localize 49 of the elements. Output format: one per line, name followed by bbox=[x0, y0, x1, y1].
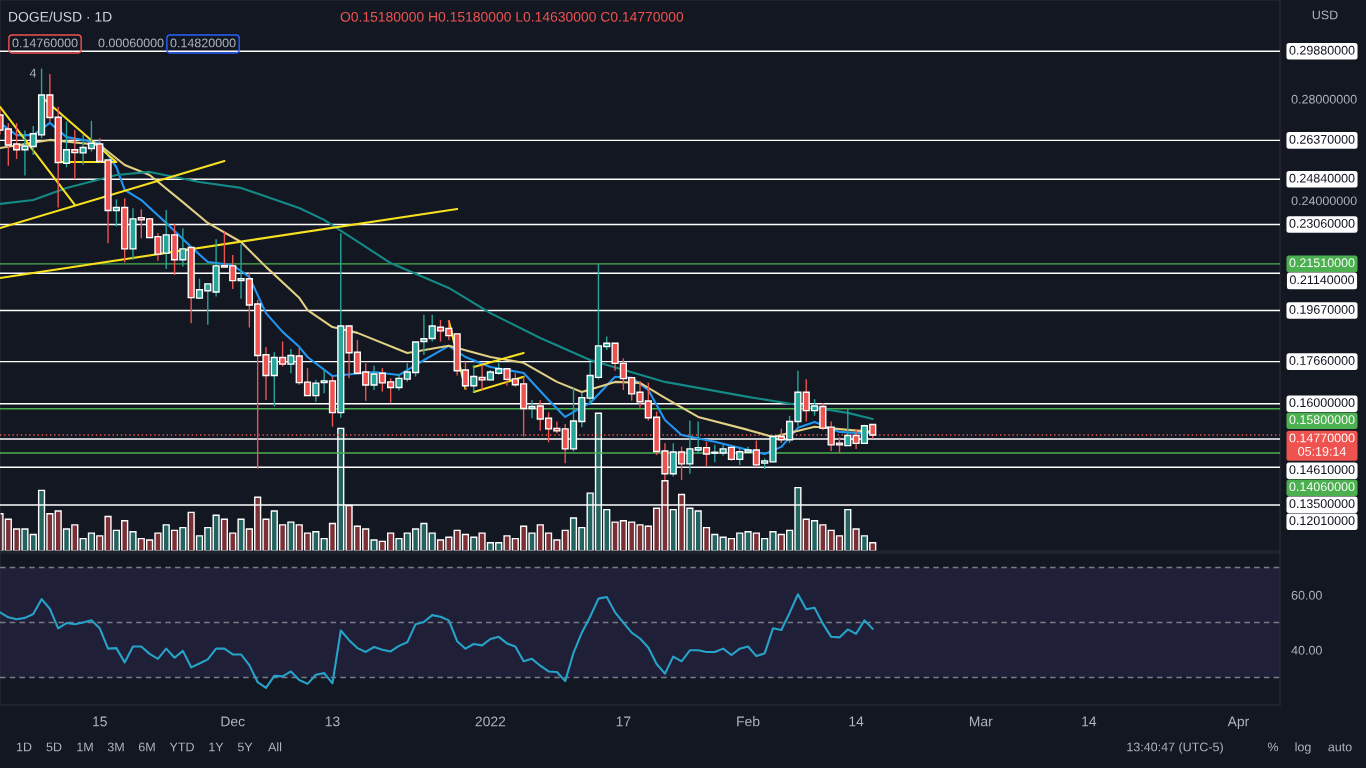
ref-line-label: 0.12010000 bbox=[1289, 516, 1355, 526]
text: 13:40:47 (UTC-5) bbox=[1127, 742, 1223, 754]
x-tick-label: Feb bbox=[737, 716, 760, 727]
ref-line-label: 0.21140000 bbox=[1289, 275, 1355, 285]
y-tick-label: 0.24000000 bbox=[1291, 196, 1357, 206]
text: 1D bbox=[16, 742, 32, 752]
ref-line-label: 0.14770000 05:19:14 bbox=[1289, 433, 1355, 456]
text: auto bbox=[1328, 743, 1352, 752]
ref-line-label: 0.17660000 bbox=[1289, 356, 1355, 365]
text: 3M bbox=[107, 742, 124, 752]
y-tick-label: 60.00 bbox=[1291, 590, 1322, 600]
text: USD bbox=[1312, 10, 1338, 20]
y-tick-label: 40.00 bbox=[1291, 645, 1322, 655]
ref-line-label: 0.16000000 bbox=[1289, 398, 1355, 408]
text: DOGE/USD · 1D bbox=[9, 11, 112, 22]
ref-line-label: 0.24840000 bbox=[1289, 173, 1355, 183]
ref-line-label: 0.14610000 bbox=[1289, 465, 1355, 475]
x-tick-label: 14 bbox=[849, 716, 864, 727]
ref-line-label: 0.13500000 bbox=[1289, 499, 1355, 509]
x-tick-label: Mar bbox=[969, 716, 993, 727]
x-tick-label: Apr bbox=[1227, 716, 1250, 730]
annotation: 0.14820000 bbox=[170, 38, 236, 48]
text: 5D bbox=[46, 742, 62, 752]
text: 6M bbox=[138, 742, 155, 752]
x-tick-label: 14 bbox=[1082, 716, 1097, 727]
x-tick-label: Dec bbox=[221, 716, 245, 727]
x-tick-label: 15 bbox=[93, 716, 107, 727]
text: log bbox=[1295, 742, 1311, 754]
annotation: 0.14760000 bbox=[12, 38, 78, 48]
annotation: 4 bbox=[29, 68, 37, 78]
text: O0.15180000 H0.15180000 L0.14630000 C0.14770000 bbox=[340, 11, 684, 22]
ref-line-label: 0.26370000 bbox=[1289, 134, 1355, 144]
text: 1M bbox=[77, 742, 93, 752]
text: 1Y bbox=[209, 742, 224, 752]
annotation: 0.00060000 bbox=[98, 38, 164, 48]
x-tick-label: 13 bbox=[325, 716, 340, 727]
ref-line-label: 0.21510000 bbox=[1289, 258, 1355, 268]
x-tick-label: 2022 bbox=[475, 716, 506, 727]
x-tick-label: 17 bbox=[616, 716, 631, 727]
y-tick-label: 0.28000000 bbox=[1291, 94, 1357, 104]
text: YTD bbox=[169, 742, 194, 752]
text: All bbox=[268, 742, 282, 752]
ref-line-label: 0.15800000 bbox=[1289, 415, 1355, 425]
text: 5Y bbox=[237, 742, 253, 752]
ref-line-label: 0.19670000 bbox=[1289, 305, 1355, 314]
ref-line-label: 0.23060000 bbox=[1289, 218, 1355, 228]
text: % bbox=[1267, 742, 1279, 752]
ref-line-label: 0.29880000 bbox=[1289, 45, 1355, 55]
ref-line-label: 0.14060000 bbox=[1289, 482, 1355, 492]
